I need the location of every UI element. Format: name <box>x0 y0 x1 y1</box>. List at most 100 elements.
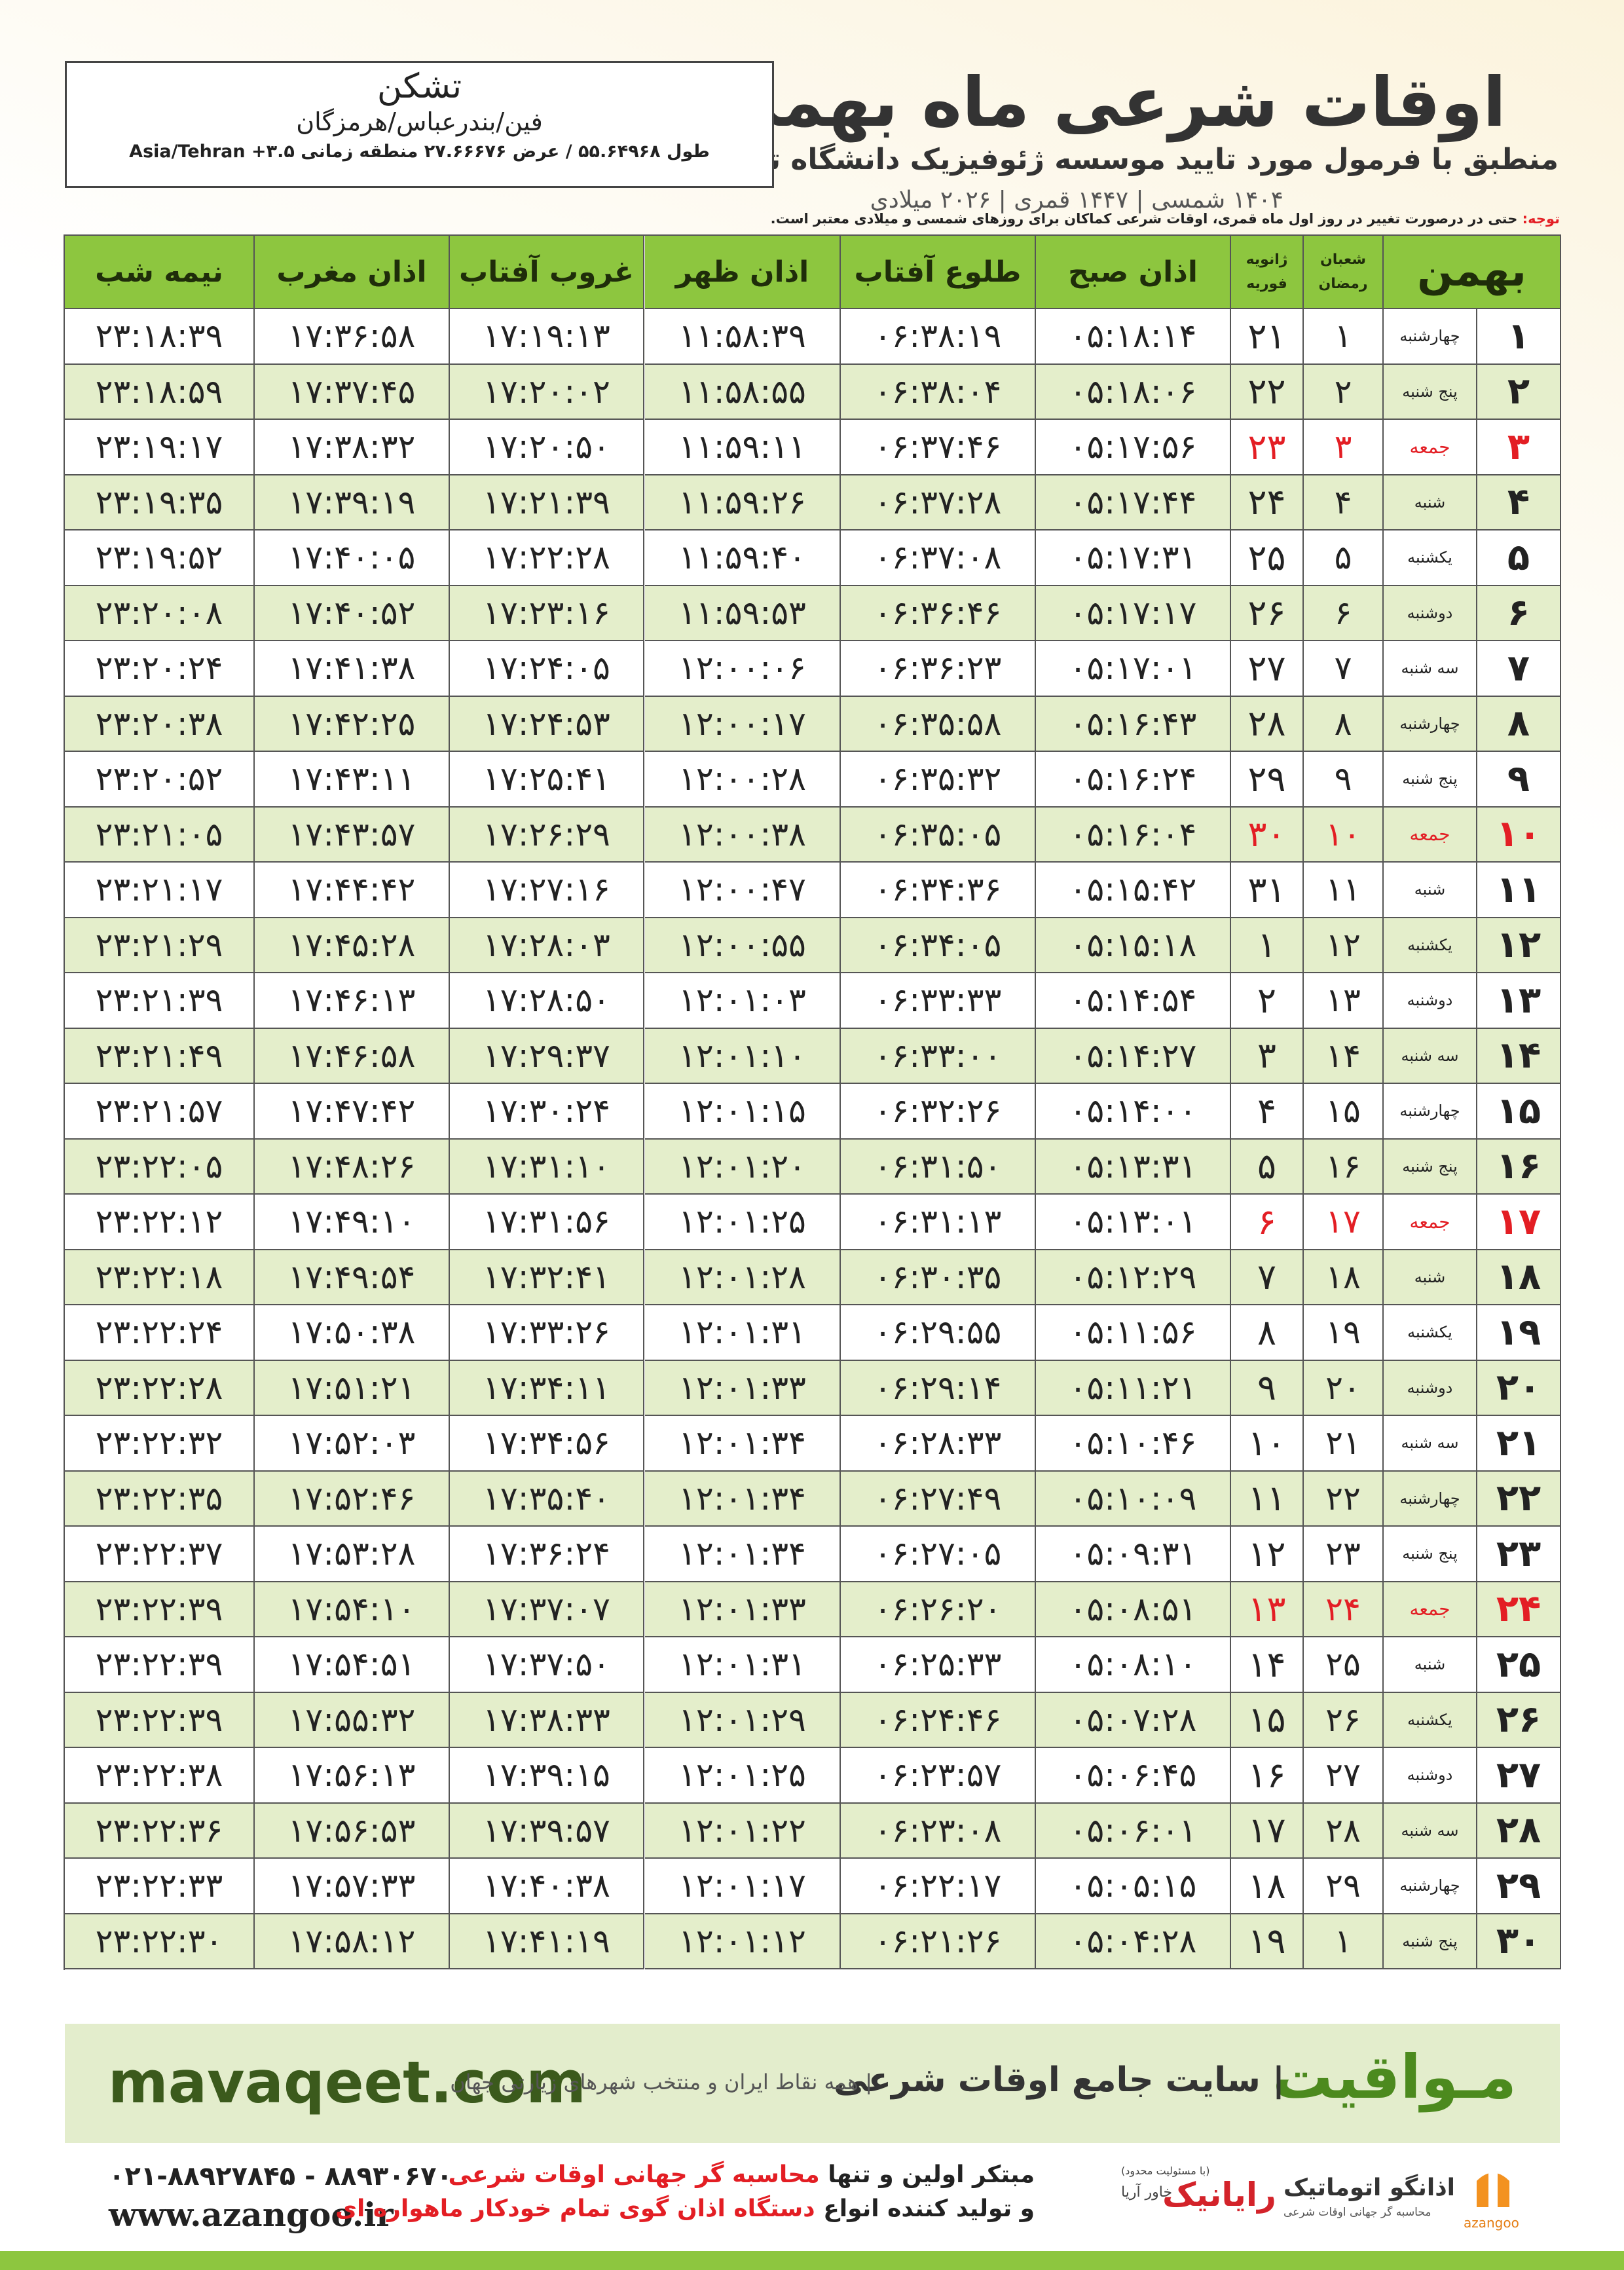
note-label: توجه: <box>1522 211 1560 227</box>
gregorian-day: ۱۳ <box>1231 1582 1304 1637</box>
time: ۰۶:۳۶:۴۶ <box>841 586 1036 641</box>
logo-icon <box>1477 2168 1509 2207</box>
time: ۱۷:۴۶:۵۸ <box>255 1028 450 1084</box>
time: ۰۶:۳۳:۳۳ <box>841 973 1036 1029</box>
banner: mavaqeet.com مـواقیت | سایت جامع اوقات ش… <box>65 2024 1560 2143</box>
time: ۰۶:۳۴:۳۶ <box>841 863 1036 918</box>
hijri-day: ۱۷ <box>1304 1195 1384 1250</box>
note-text: حتی در درصورت تغییر در روز اول ماه قمری،… <box>770 211 1518 227</box>
gregorian-day: ۱۸ <box>1231 1859 1304 1914</box>
day: ۱۰ <box>1477 807 1561 863</box>
time: ۲۳:۲۲:۳۹ <box>65 1582 255 1637</box>
time: ۱۷:۵۷:۳۳ <box>255 1859 450 1914</box>
time: ۱۲:۰۰:۰۶ <box>645 641 841 697</box>
time: ۱۱:۵۸:۵۵ <box>645 364 841 420</box>
time: ۱۷:۴۸:۲۶ <box>255 1139 450 1195</box>
day: ۱۱ <box>1477 863 1561 918</box>
time: ۱۷:۴۹:۵۴ <box>255 1250 450 1305</box>
time: ۱۷:۵۴:۱۰ <box>255 1582 450 1637</box>
logo-azangoo-en: azangoo <box>1464 2215 1519 2231</box>
hijri-day: ۶ <box>1304 586 1384 641</box>
weekday: جمعه <box>1384 420 1477 475</box>
time: ۰۵:۱۵:۴۲ <box>1036 863 1231 918</box>
time: ۰۶:۲۸:۳۳ <box>841 1416 1036 1472</box>
gregorian-day: ۲۱ <box>1231 309 1304 365</box>
logo-raianik: رایانیک <box>1162 2176 1276 2214</box>
gregorian-day: ۷ <box>1231 1250 1304 1305</box>
day: ۲۱ <box>1477 1416 1561 1472</box>
day: ۲۶ <box>1477 1692 1561 1748</box>
hijri-day: ۲۳ <box>1304 1527 1384 1582</box>
time: ۰۵:۰۶:۴۵ <box>1036 1748 1231 1804</box>
time: ۱۷:۴۰:۰۵ <box>255 530 450 586</box>
time: ۰۵:۱۶:۰۴ <box>1036 807 1231 863</box>
weekday: یکشنبه <box>1384 530 1477 586</box>
weekday: چهارشنبه <box>1384 309 1477 365</box>
time: ۱۷:۳۶:۵۸ <box>255 309 450 365</box>
time: ۱۲:۰۱:۱۵ <box>645 1084 841 1140</box>
time: ۰۶:۲۷:۴۹ <box>841 1471 1036 1527</box>
note: توجه: حتی در درصورت تغییر در روز اول ماه… <box>771 211 1560 227</box>
time: ۱۱:۵۸:۳۹ <box>645 309 841 365</box>
time: ۲۳:۱۸:۵۹ <box>65 364 255 420</box>
time: ۲۳:۲۲:۳۳ <box>65 1859 255 1914</box>
time: ۱۷:۲۰:۰۲ <box>450 364 644 420</box>
time: ۰۵:۱۰:۴۶ <box>1036 1416 1231 1472</box>
time: ۰۵:۱۳:۰۱ <box>1036 1195 1231 1250</box>
gregorian-day: ۲۷ <box>1231 641 1304 697</box>
time: ۱۱:۵۹:۴۰ <box>645 530 841 586</box>
weekday: شنبه <box>1384 1250 1477 1305</box>
day: ۱۸ <box>1477 1250 1561 1305</box>
gregorian-day: ۲۴ <box>1231 475 1304 530</box>
time: ۰۵:۱۵:۱۸ <box>1036 918 1231 973</box>
gregorian-day: ۲۲ <box>1231 364 1304 420</box>
hijri-day: ۲۶ <box>1304 1692 1384 1748</box>
time: ۱۷:۳۹:۱۹ <box>255 475 450 530</box>
time: ۱۲:۰۱:۲۰ <box>645 1139 841 1195</box>
weekday: پنج شنبه <box>1384 752 1477 808</box>
time: ۲۳:۲۱:۳۹ <box>65 973 255 1029</box>
time: ۰۵:۱۷:۵۶ <box>1036 420 1231 475</box>
time: ۲۳:۲۲:۳۰ <box>65 1914 255 1969</box>
gregorian-month: ژانویه <box>1246 251 1288 268</box>
time: ۱۷:۳۸:۳۳ <box>450 1692 644 1748</box>
time: ۱۷:۵۲:۰۳ <box>255 1416 450 1472</box>
time: ۱۲:۰۱:۲۵ <box>645 1195 841 1250</box>
hijri-day: ۲۲ <box>1304 1471 1384 1527</box>
time: ۲۳:۱۹:۵۲ <box>65 530 255 586</box>
time: ۱۷:۵۵:۳۲ <box>255 1692 450 1748</box>
day: ۲۲ <box>1477 1471 1561 1527</box>
hijri-day: ۱۱ <box>1304 863 1384 918</box>
time: ۱۷:۵۰:۳۸ <box>255 1305 450 1361</box>
time: ۰۶:۳۱:۵۰ <box>841 1139 1036 1195</box>
time: ۱۷:۲۰:۵۰ <box>450 420 644 475</box>
time: ۰۵:۱۸:۰۶ <box>1036 364 1231 420</box>
time: ۰۶:۳۱:۱۳ <box>841 1195 1036 1250</box>
day: ۹ <box>1477 752 1561 808</box>
weekday: چهارشنبه <box>1384 1084 1477 1140</box>
time: ۰۵:۰۹:۳۱ <box>1036 1527 1231 1582</box>
time: ۱۷:۳۸:۳۲ <box>255 420 450 475</box>
gregorian-day: ۱۲ <box>1231 1527 1304 1582</box>
hijri-day: ۹ <box>1304 752 1384 808</box>
hijri-day: ۳ <box>1304 420 1384 475</box>
hijri-day: ۲ <box>1304 364 1384 420</box>
time: ۱۷:۲۶:۲۹ <box>450 807 644 863</box>
time: ۰۶:۳۵:۳۲ <box>841 752 1036 808</box>
time: ۰۵:۱۷:۱۷ <box>1036 586 1231 641</box>
time: ۲۳:۲۲:۳۹ <box>65 1692 255 1748</box>
hijri-day: ۷ <box>1304 641 1384 697</box>
hijri-day: ۲۴ <box>1304 1582 1384 1637</box>
gregorian-day: ۸ <box>1231 1305 1304 1361</box>
time: ۲۳:۲۱:۵۷ <box>65 1084 255 1140</box>
weekday: سه شنبه <box>1384 1416 1477 1472</box>
weekday: چهارشنبه <box>1384 1859 1477 1914</box>
hijri-day: ۱۳ <box>1304 973 1384 1029</box>
time-header: اذان ظهر <box>645 236 841 309</box>
time: ۱۷:۲۲:۲۸ <box>450 530 644 586</box>
time: ۰۶:۳۷:۲۸ <box>841 475 1036 530</box>
time-header: غروب آفتاب <box>450 236 644 309</box>
time: ۱۷:۴۳:۱۱ <box>255 752 450 808</box>
time: ۱۷:۳۲:۴۱ <box>450 1250 644 1305</box>
time: ۲۳:۲۲:۳۶ <box>65 1803 255 1859</box>
